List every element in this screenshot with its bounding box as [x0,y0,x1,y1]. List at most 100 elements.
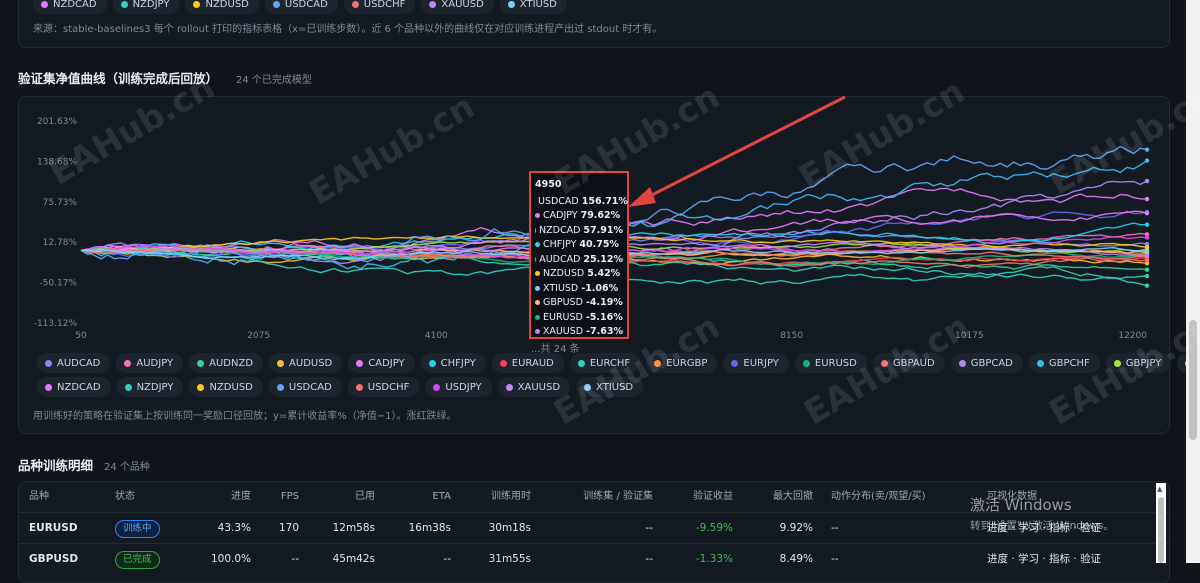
series-end-point [1144,210,1150,216]
row-symbol: EURUSD [29,522,78,534]
table-row[interactable]: GBPUSD 已完成 100.0% -- 45m42s -- 31m55s --… [19,543,1169,574]
legend-item-gbpcad[interactable]: GBPCAD [950,353,1023,373]
row-train-time: 30m18s [488,522,531,534]
windows-activation-hint: 转到"设置"以激活 Windows。 [970,520,1114,532]
legend-item-nzdjpy[interactable]: NZDJPY [112,0,180,14]
legend-item-usdjpy[interactable]: USDJPY [425,377,492,397]
row-elapsed: 12m58s [332,522,375,534]
series-dot-icon [535,227,537,233]
page-scroll-thumb[interactable] [1189,320,1197,440]
legend-item-gbpchf[interactable]: GBPCHF [1028,353,1100,373]
tooltip-row: AUDCAD 25.12% [535,252,623,267]
legend-item-usdcad[interactable]: USDCAD [264,0,338,14]
scroll-up-icon[interactable]: ▲ [1157,485,1163,493]
legend-label: USDCHF [363,0,406,10]
legend-dot-icon [584,383,592,391]
chart-note: 用训练好的策略在验证集上按训练同一奖励口径回放；y=累计收益率%（净值−1）。涨… [33,411,457,422]
legend-item-nzdcad[interactable]: NZDCAD [37,377,111,397]
legend-label: NZDJPY [132,0,170,10]
series-end-point [1144,147,1150,152]
series-end-point [1144,196,1150,202]
tooltip-row: NZDUSD 5.42% [535,267,623,282]
y-tick-label: 138.68% [37,157,77,167]
table-scroll-thumb[interactable] [1158,497,1164,563]
legend-item-eurgbp[interactable]: EURGBP [646,353,718,373]
tooltip-step: 4950 [535,179,562,190]
legend-item-audnzd[interactable]: AUDNZD [189,353,264,373]
legend-label: NZDUSD [205,0,249,10]
legend-item-xtiusd[interactable]: XTIUSD [499,0,567,14]
page-scrollbar[interactable] [1186,0,1200,563]
legend-dot-icon [355,383,363,391]
x-tick-label: 8150 [780,331,803,341]
legend-item-xtiusd[interactable]: XTIUSD [576,377,644,397]
legend-label: GBPJPY [1125,357,1162,369]
legend-label: EURGBP [666,357,708,369]
tooltip-row: EURUSD -5.16% [535,310,623,325]
legend-item-eurjpy[interactable]: EURJPY [723,353,789,373]
detail-section-subtitle: 24 个品种 [104,462,150,473]
y-tick-label: 201.63% [37,117,77,127]
legend-item-xauusd[interactable]: XAUUSD [497,377,571,397]
legend-item-usdcad[interactable]: USDCAD [268,377,342,397]
legend-label: XAUUSD [441,0,484,10]
col-fps: FPS [280,491,299,502]
legend-label: AUDUSD [289,357,333,369]
table-scrollbar[interactable]: ▲ [1156,483,1166,563]
y-tick-label: -113.12% [34,319,78,329]
table-row[interactable]: EURUSD 训练中 43.3% 170 12m58s 16m38s 30m18… [19,512,1169,543]
tooltip-row: NZDCAD 57.91% [535,223,623,238]
series-end-point [1144,267,1150,272]
legend-item-usdchf[interactable]: USDCHF [347,377,420,397]
col-progress: 进度 [231,491,251,502]
legend-dot-icon [272,0,280,8]
tooltip-series-name: CHFJPY [543,239,577,251]
legend-item-nzdcad[interactable]: NZDCAD [33,0,107,14]
series-end-point [1144,248,1150,254]
tooltip-total: ...共 24 条 [531,344,580,355]
legend-item-eurchf[interactable]: EURCHF [569,353,641,373]
legend-item-cadjpy[interactable]: CADJPY [348,353,415,373]
col-actions: 动作分布(卖/观望/买) [831,491,926,502]
equity-section-subtitle: 24 个已完成模型 [236,75,312,86]
legend-label: XAUUSD [517,381,561,393]
legend-dot-icon [120,0,128,8]
x-tick-label: 50 [75,331,87,341]
legend-label: AUDCAD [57,357,101,369]
tooltip-series-name: GBPUSD [543,297,583,309]
legend-item-gbpjpy[interactable]: GBPJPY [1105,353,1172,373]
legend-label: EURJPY [743,357,779,369]
tooltip-series-value: 5.42% [587,268,621,280]
legend-item-nzdusd[interactable]: NZDUSD [185,0,259,14]
legend-dot-icon [351,0,359,8]
row-drawdown: 9.92% [779,522,813,534]
legend-item-chfjpy[interactable]: CHFJPY [420,353,486,373]
row-viz-links[interactable]: 进度 · 学习 · 指标 · 验证 [987,553,1102,565]
legend-dot-icon [507,0,515,8]
tooltip-series-value: -1.06% [581,282,619,294]
tooltip-series-name: CADJPY [543,210,578,222]
legend-item-gbpaud[interactable]: GBPAUD [872,353,945,373]
legend-item-usdchf[interactable]: USDCHF [343,0,416,14]
tooltip-series-name: NZDUSD [543,268,585,280]
legend-item-nzdjpy[interactable]: NZDJPY [116,377,184,397]
row-fps: -- [291,553,299,565]
windows-activation-notice: 激活 Windows 转到"设置"以激活 Windows。 [970,494,1114,533]
legend-item-audcad[interactable]: AUDCAD [37,353,111,373]
y-tick-label: 12.78% [43,238,78,248]
legend-item-eurusd[interactable]: EURUSD [794,353,867,373]
legend-label: GBPAUD [892,357,935,369]
tooltip-series-name: EURUSD [543,311,583,323]
tooltip-row: GBPUSD -4.19% [535,296,623,311]
legend-item-euraud[interactable]: EURAUD [491,353,564,373]
legend-item-audjpy[interactable]: AUDJPY [116,353,184,373]
legend-label: AUDNZD [209,357,254,369]
legend-item-audusd[interactable]: AUDUSD [269,353,343,373]
legend-item-xauusd[interactable]: XAUUSD [421,0,494,14]
series-dot-icon [535,329,540,335]
row-viz-links[interactable]: 进度 · 学习 · 指标 · 验证 [987,522,1102,534]
legend-dot-icon [45,383,52,391]
legend-item-nzdusd[interactable]: NZDUSD [189,377,263,397]
series-end-point [1144,222,1150,227]
series-end-point [1144,178,1150,184]
